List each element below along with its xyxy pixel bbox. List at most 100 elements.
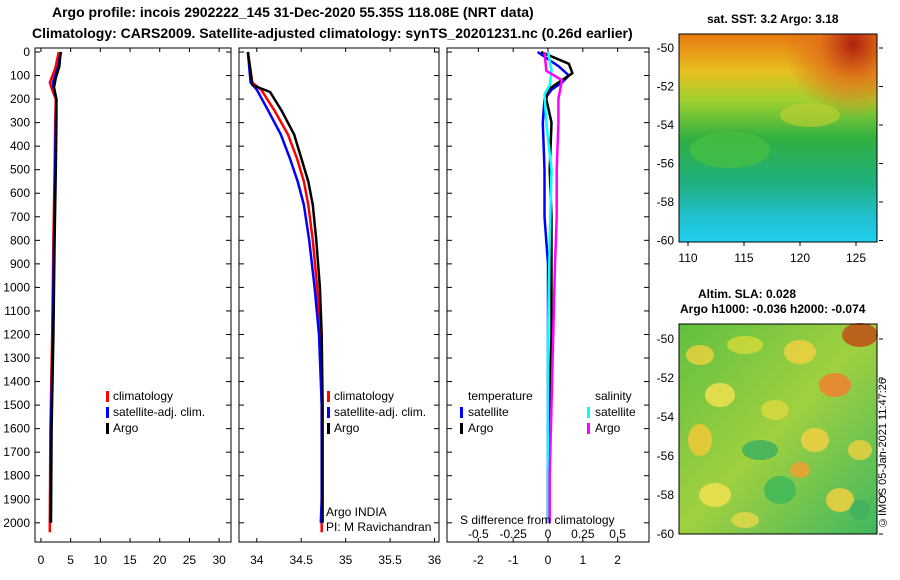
difference-legend: temperature satellite Argo salinity sate…	[460, 389, 636, 527]
x-tick-label-salinity: 0.25	[571, 527, 595, 541]
y-tick-label: 600	[10, 186, 30, 200]
sla-title-line-2: Argo h1000: -0.036 h2000: -0.074	[680, 302, 866, 316]
temperature-panel: 0 5 10 15 20 25 300100200300400500600700800900…	[3, 45, 232, 567]
x-tick-label: 25	[183, 553, 197, 567]
sst-eddy	[780, 103, 840, 127]
y-tick-label: 300	[10, 116, 30, 130]
legend-swatch-satellite-adj	[106, 407, 109, 418]
legend-label-satellite-adj: satellite-adj. clim.	[113, 405, 205, 419]
sla-anomaly-blob	[790, 462, 810, 478]
salinity-panel: 34 34.5 35 35.5 36	[238, 47, 442, 567]
sla-anomaly-blob	[784, 340, 816, 364]
sla-anomaly-blob	[727, 336, 763, 354]
temperature-legend: climatology satellite-adj. clim. Argo	[106, 389, 205, 435]
sla-y-tick-label: -50	[657, 332, 675, 346]
x-tick-label-salinity: 0	[545, 527, 552, 541]
x-tick-label: 15	[123, 553, 137, 567]
sla-y-tick-label: -60	[657, 527, 675, 541]
legend-label-t-argo: Argo	[468, 421, 494, 435]
x-tick-label: -2	[473, 553, 484, 567]
legend-swatch-climatology	[106, 391, 109, 402]
legend-swatch-s-argo	[587, 423, 590, 434]
x-tick-label: 20	[153, 553, 167, 567]
series-line-satellite-adj-clim-	[246, 51, 323, 523]
header-line-2: Climatology: CARS2009. Satellite-adjuste…	[32, 25, 633, 41]
sst-x-tick-label: 120	[790, 251, 810, 265]
sla-y-tick-label: -54	[657, 410, 675, 424]
y-tick-label: 700	[10, 210, 30, 224]
x-tick-label: 10	[94, 553, 108, 567]
y-tick-label: 1100	[4, 304, 30, 318]
y-tick-label: 1500	[3, 398, 30, 412]
sst-title: sat. SST: 3.2 Argo: 3.18	[707, 12, 839, 26]
y-tick-label: 1600	[3, 422, 30, 436]
legend-label-satellite-adj: satellite-adj. clim.	[334, 405, 426, 419]
sst-y-tick-label: -60	[657, 234, 675, 248]
sla-anomaly-blob	[764, 476, 796, 504]
y-tick-label: 500	[10, 163, 30, 177]
series-line-argo	[246, 51, 324, 523]
difference-panel: -2 -1 0 1 2 -0.5 -0.25 0 0.25 0.5	[446, 47, 650, 567]
legend-swatch-s-satellite	[587, 407, 590, 418]
sla-anomaly-blob	[705, 383, 735, 407]
annotation-pi: PI: M Ravichandran	[326, 520, 431, 534]
y-tick-label: 1000	[3, 280, 30, 294]
series-line-t-argo	[540, 50, 574, 523]
legend-label-t-satellite: satellite	[468, 405, 509, 419]
sla-anomaly-blob	[742, 440, 778, 460]
sla-anomaly-blob	[850, 500, 870, 520]
sst-x-tick-label: 110	[678, 251, 697, 265]
sla-anomaly-blob	[688, 424, 712, 456]
legend-title-temperature: temperature	[468, 389, 533, 403]
y-tick-label: 2000	[3, 516, 30, 530]
sla-title-line-1: Altim. SLA: 0.028	[698, 287, 796, 301]
series-line-s-satellite	[543, 51, 553, 523]
y-tick-label: 800	[10, 233, 30, 247]
x-tick-label: 1	[579, 553, 586, 567]
x-tick-label-salinity: 0.5	[609, 527, 626, 541]
sla-anomaly-blob	[731, 512, 759, 528]
sla-anomaly-blob	[819, 373, 851, 397]
legend-label-s-argo: Argo	[595, 421, 621, 435]
sst-frame	[678, 33, 878, 243]
legend-label-climatology: climatology	[113, 389, 173, 403]
sla-anomaly-blob	[801, 428, 829, 452]
difference-xlabel: S difference from climatology	[460, 513, 615, 527]
sst-map: sat. SST: 3.2 Argo: 3.18	[678, 12, 878, 243]
x-tick-label: 0	[545, 553, 552, 567]
sst-x-tick-label: 125	[846, 251, 866, 265]
legend-label-argo: Argo	[334, 421, 360, 435]
sla-y-tick-label: -58	[657, 488, 675, 502]
x-tick-label: -1	[508, 553, 519, 567]
series-line-s-argo	[543, 51, 564, 523]
sst-eddy	[690, 132, 770, 168]
sla-frame	[678, 323, 878, 535]
y-tick-label: 0	[23, 45, 30, 59]
y-tick-label: 1300	[3, 351, 30, 365]
x-tick-label: 5	[67, 553, 74, 567]
legend-label-climatology: climatology	[334, 389, 394, 403]
x-tick-label: 34.5	[290, 553, 314, 567]
legend-swatch-t-satellite	[460, 407, 463, 418]
x-tick-label-salinity: -0.25	[499, 527, 527, 541]
annotation-argo-india: Argo INDIA	[326, 505, 387, 519]
x-tick-label: 34	[250, 553, 264, 567]
y-tick-label: 1700	[3, 445, 30, 459]
sst-y-tick-label: -56	[657, 157, 675, 171]
legend-swatch-argo	[106, 423, 109, 434]
y-tick-label: 1200	[3, 327, 30, 341]
salinity-legend: climatology satellite-adj. clim. Argo Ar…	[326, 389, 431, 534]
legend-swatch-argo	[327, 423, 330, 434]
sst-y-tick-label: -50	[657, 41, 675, 55]
y-tick-label: 1900	[3, 492, 30, 506]
sst-y-tick-label: -54	[657, 118, 675, 132]
legend-swatch-satellite-adj	[327, 407, 330, 418]
legend-swatch-t-argo	[460, 423, 463, 434]
series-line-climatology	[246, 51, 323, 533]
sla-anomaly-blob	[686, 345, 714, 365]
sla-map: Altim. SLA: 0.028 Argo h1000: -0.036 h20…	[678, 287, 878, 535]
legend-swatch-climatology	[327, 391, 330, 402]
sla-anomaly-blob	[699, 483, 731, 507]
series-line-argo	[49, 51, 62, 523]
